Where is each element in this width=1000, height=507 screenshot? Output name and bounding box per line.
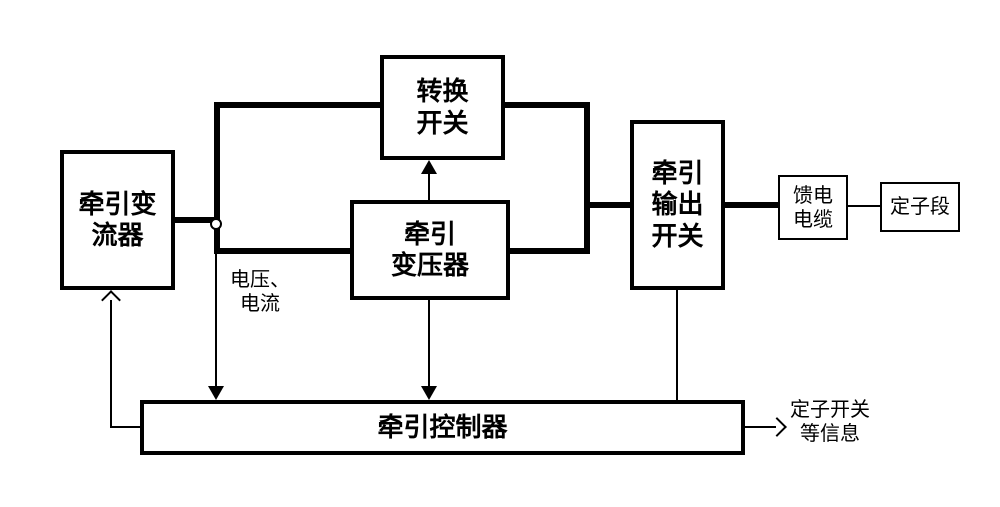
edge-mid-right bbox=[510, 248, 590, 254]
edge-feeder-stator bbox=[848, 205, 882, 207]
node-feeder-label: 馈电电缆 bbox=[793, 184, 833, 232]
edge-mid-left bbox=[214, 248, 354, 254]
edge-out-feeder bbox=[725, 202, 780, 208]
arrow-ctrl-conv bbox=[101, 290, 121, 310]
diagram-canvas: 牵引变流器 转换开关 牵引变压器 牵引输出开关 馈电电缆 定子段 牵引控制器 电… bbox=[0, 0, 1000, 507]
node-transformer-label: 牵引变压器 bbox=[391, 219, 469, 281]
label-stator-info: 定子开关等信息 bbox=[790, 398, 870, 446]
edge-top-right bbox=[505, 102, 590, 108]
arrow-tx-up bbox=[421, 160, 437, 174]
edge-tx-down bbox=[428, 300, 430, 388]
edge-tap-down bbox=[215, 230, 217, 388]
node-transformer: 牵引变压器 bbox=[350, 200, 510, 300]
label-vc-text: 电压、电流 bbox=[230, 269, 290, 315]
tap-point bbox=[210, 218, 222, 230]
node-switcher-label: 转换开关 bbox=[416, 76, 468, 138]
arrow-tap-down bbox=[208, 386, 224, 400]
node-controller: 牵引控制器 bbox=[140, 400, 745, 455]
node-output-switch-label: 牵引输出开关 bbox=[651, 158, 703, 252]
edge-ctrl-left-h bbox=[110, 426, 142, 428]
edge-top-left bbox=[214, 102, 384, 108]
node-switcher: 转换开关 bbox=[380, 55, 505, 160]
node-feeder: 馈电电缆 bbox=[778, 175, 848, 240]
edge-ctrl-left-v bbox=[110, 300, 112, 428]
edge-tx-up bbox=[428, 172, 430, 200]
edge-right-vbus bbox=[584, 102, 590, 254]
node-stator-label: 定子段 bbox=[890, 195, 950, 219]
node-controller-label: 牵引控制器 bbox=[377, 412, 507, 443]
node-output-switch: 牵引输出开关 bbox=[630, 120, 725, 290]
node-converter: 牵引变流器 bbox=[60, 150, 175, 290]
edge-to-output bbox=[584, 202, 634, 208]
arrow-outsw-ctrl bbox=[767, 417, 787, 437]
node-converter-label: 牵引变流器 bbox=[78, 189, 156, 251]
arrow-tx-down bbox=[421, 386, 437, 400]
label-stator-text: 定子开关等信息 bbox=[790, 399, 870, 445]
node-stator: 定子段 bbox=[880, 182, 960, 232]
label-voltage-current: 电压、电流 bbox=[230, 268, 290, 316]
